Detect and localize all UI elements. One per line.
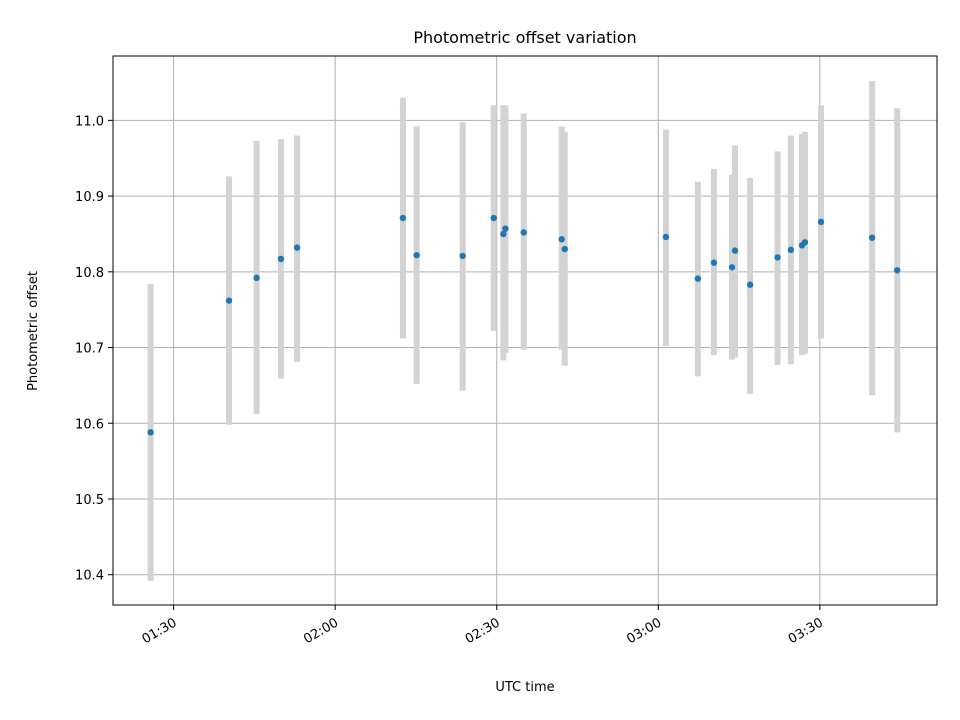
data-point <box>399 214 407 222</box>
data-point <box>147 429 154 436</box>
data-point <box>868 234 876 241</box>
data-point <box>731 247 739 254</box>
data-point <box>694 275 702 282</box>
data-point <box>662 233 670 241</box>
data-point <box>520 229 527 236</box>
y-tick-label: 11.0 <box>75 114 104 129</box>
data-point <box>710 259 718 266</box>
data-point <box>293 244 301 251</box>
data-point <box>561 245 568 253</box>
data-point <box>801 239 809 246</box>
data-point <box>728 264 736 271</box>
data-point <box>277 255 285 263</box>
x-axis-label: UTC time <box>495 680 554 695</box>
chart-title: Photometric offset variation <box>413 28 636 47</box>
data-point <box>558 236 565 243</box>
y-ticks: 10.4 10.5 10.6 10.7 10.8 10.9 11.0 <box>75 114 113 584</box>
data-point <box>500 230 507 238</box>
error-bars <box>147 80 901 581</box>
data-points <box>147 214 901 436</box>
data-point <box>459 252 466 260</box>
data-point <box>253 274 260 282</box>
data-point <box>787 246 795 254</box>
data-point <box>746 281 754 288</box>
y-axis-label: Photometric offset <box>26 271 41 391</box>
y-tick-label: 10.4 <box>75 569 104 584</box>
data-point <box>817 218 825 226</box>
x-tick-label: 01:30 <box>140 615 180 647</box>
data-point <box>774 254 781 261</box>
y-tick-label: 10.8 <box>75 266 104 281</box>
data-point <box>413 251 420 259</box>
data-point <box>490 214 497 222</box>
plot-frame <box>112 55 938 606</box>
x-tick-label: 02:00 <box>301 615 341 647</box>
y-tick-label: 10.7 <box>75 342 104 357</box>
x-tick-label: 03:00 <box>624 615 664 647</box>
data-point <box>225 297 233 304</box>
x-tick-label: 02:30 <box>463 615 503 647</box>
y-tick-label: 10.6 <box>75 417 104 432</box>
y-tick-label: 10.9 <box>75 190 104 205</box>
x-tick-label: 03:30 <box>786 615 826 647</box>
x-ticks: 01:30 02:00 02:30 03:00 03:30 <box>140 605 826 647</box>
y-tick-label: 10.5 <box>75 493 104 508</box>
data-point <box>894 267 901 274</box>
data-point <box>502 225 509 232</box>
